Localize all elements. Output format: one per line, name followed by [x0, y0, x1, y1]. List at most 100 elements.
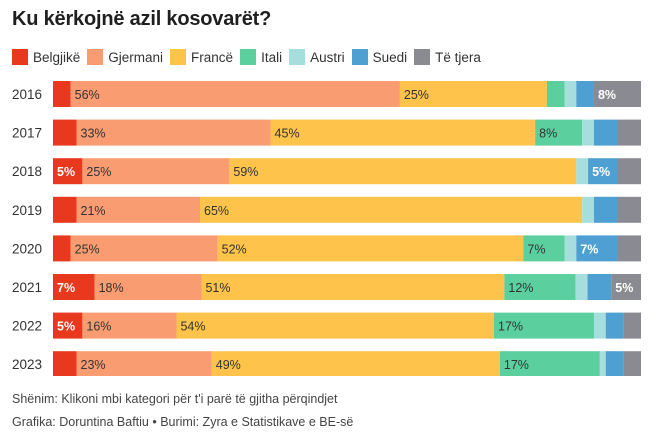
data-label: 16% [86, 320, 111, 334]
bar-segment[interactable] [564, 81, 577, 107]
legend-label: Belgjikë [33, 49, 81, 65]
data-label: 21% [81, 204, 106, 218]
bar-segment[interactable] [587, 274, 612, 300]
legend-item[interactable]: Suedi [351, 49, 408, 65]
data-label: 49% [216, 358, 241, 372]
data-label: 8% [598, 88, 616, 102]
chart-legend: Belgjikë Gjermani Francë Itali Austri Suedi Të… [12, 49, 488, 65]
bar-segment[interactable] [70, 81, 400, 107]
bar-segment[interactable] [582, 196, 594, 223]
bar-segment[interactable] [76, 196, 200, 223]
bar-segment[interactable] [593, 119, 618, 146]
bar-segment[interactable] [494, 312, 594, 339]
data-label: 52% [222, 242, 247, 256]
bar-segment[interactable] [53, 235, 71, 262]
data-label: 59% [233, 165, 258, 179]
bar-segment[interactable] [217, 235, 524, 262]
bar-segment[interactable] [575, 274, 588, 300]
data-label: 8% [539, 127, 557, 141]
bar-segment[interactable] [623, 312, 641, 339]
bar-segment[interactable] [270, 119, 536, 146]
bar-segment[interactable] [211, 351, 500, 376]
y-tick-label: 2017 [12, 126, 42, 141]
bar-segment[interactable] [535, 119, 583, 146]
y-tick-label: 2020 [12, 241, 42, 256]
bar-segment[interactable] [588, 158, 618, 185]
bar-segment[interactable] [593, 312, 606, 339]
y-tick-label: 2019 [12, 203, 42, 218]
bar-segment[interactable] [576, 158, 589, 185]
legend-swatch [414, 49, 431, 65]
bar-segment[interactable] [399, 81, 547, 107]
data-label: 5% [57, 165, 75, 179]
data-label: 25% [75, 242, 100, 256]
legend-item[interactable]: Austri [289, 49, 345, 65]
bar-segment[interactable] [593, 81, 641, 107]
bar-segment[interactable] [53, 158, 83, 185]
bar-segment[interactable] [229, 158, 577, 185]
y-tick-label: 2021 [12, 280, 42, 295]
data-label: 18% [99, 281, 124, 295]
data-label: 54% [180, 320, 205, 334]
bar-segment[interactable] [76, 119, 271, 146]
data-label: 17% [504, 358, 529, 372]
bar-segment[interactable] [617, 158, 641, 185]
bar-segment[interactable] [617, 235, 641, 262]
bar-segment[interactable] [53, 196, 77, 223]
bar-segment[interactable] [70, 235, 218, 262]
bar-segment[interactable] [82, 312, 177, 339]
bar-segment[interactable] [582, 119, 594, 146]
legend-swatch [87, 49, 104, 65]
legend-item[interactable]: Itali [240, 49, 282, 65]
data-label: 17% [498, 320, 523, 334]
bar-segment[interactable] [201, 274, 505, 300]
legend-item[interactable]: Belgjikë [12, 49, 80, 65]
bar-segment[interactable] [200, 196, 583, 223]
bar-segment[interactable] [564, 235, 577, 262]
bar-segment[interactable] [82, 158, 230, 185]
bar-segment[interactable] [599, 351, 606, 376]
data-label: 56% [75, 88, 100, 102]
bar-segment[interactable] [617, 196, 641, 223]
data-label: 7% [57, 281, 75, 295]
bar-segment[interactable] [499, 351, 600, 376]
bar-segment[interactable] [605, 312, 624, 339]
bar-segment[interactable] [504, 274, 576, 300]
legend-label: Gjermani [108, 49, 164, 65]
y-tick-label: 2023 [12, 357, 42, 372]
footnote-credits: Grafika: Doruntina Baftiu • Burimi: Zyra… [12, 415, 354, 429]
bar-segment[interactable] [523, 235, 565, 262]
data-label: 51% [205, 281, 230, 295]
bar-segment[interactable] [53, 351, 77, 376]
bar-segment[interactable] [576, 81, 594, 107]
bar-segment[interactable] [576, 235, 618, 262]
bar-segment[interactable] [94, 274, 202, 300]
data-label: 25% [86, 165, 111, 179]
data-label: 12% [508, 281, 533, 295]
bar-segment[interactable] [53, 81, 71, 107]
legend-item[interactable]: Gjermani [87, 49, 163, 65]
stacked-bar-chart: 2016 56% 25% 8% 2017 33% 45% 8% 2018 5% 25% 59% 5% 20… [12, 81, 641, 376]
data-label: 65% [204, 204, 229, 218]
legend-item[interactable]: Të tjera [414, 49, 481, 65]
bar-segment[interactable] [546, 81, 565, 107]
data-label: 7% [527, 242, 545, 256]
bar-segment[interactable] [76, 351, 212, 376]
y-tick-label: 2022 [12, 319, 42, 334]
legend-swatch [12, 49, 28, 65]
bar-segment[interactable] [176, 312, 495, 339]
bar-segment[interactable] [53, 274, 95, 300]
bar-segment[interactable] [53, 119, 77, 146]
bar-segment[interactable] [611, 274, 641, 300]
bar-segment[interactable] [605, 351, 624, 376]
bar-segment[interactable] [53, 312, 83, 339]
data-label: 5% [615, 281, 633, 295]
legend-label: Suedi [372, 49, 408, 65]
bar-segment[interactable] [593, 196, 618, 223]
legend-swatch [351, 49, 368, 65]
bar-segment[interactable] [617, 119, 641, 146]
legend-item[interactable]: Francë [170, 49, 233, 65]
data-label: 5% [592, 165, 610, 179]
data-label: 5% [57, 320, 75, 334]
bar-segment[interactable] [623, 351, 641, 376]
